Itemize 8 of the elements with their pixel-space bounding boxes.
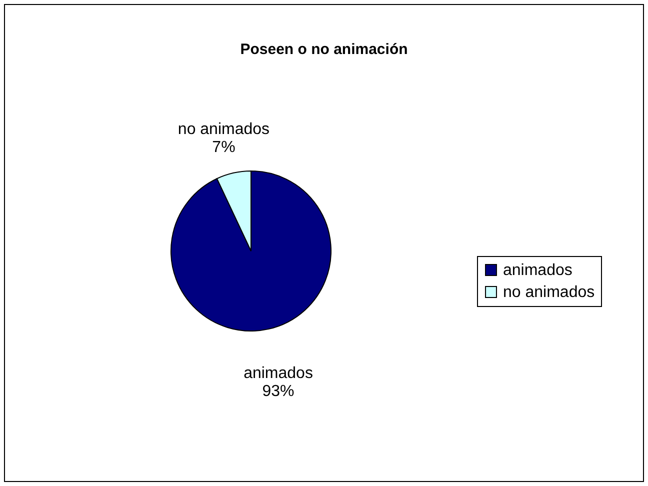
data-label: 7% xyxy=(212,139,236,156)
data-label: 93% xyxy=(262,382,294,400)
pie-slice xyxy=(170,170,332,332)
legend-label: animados xyxy=(503,262,572,279)
slice-label: animados xyxy=(244,364,313,382)
legend-label: no animados xyxy=(503,284,595,301)
chart-title: Poseen o no animación xyxy=(240,41,408,58)
slice-label: no animados xyxy=(178,121,270,138)
